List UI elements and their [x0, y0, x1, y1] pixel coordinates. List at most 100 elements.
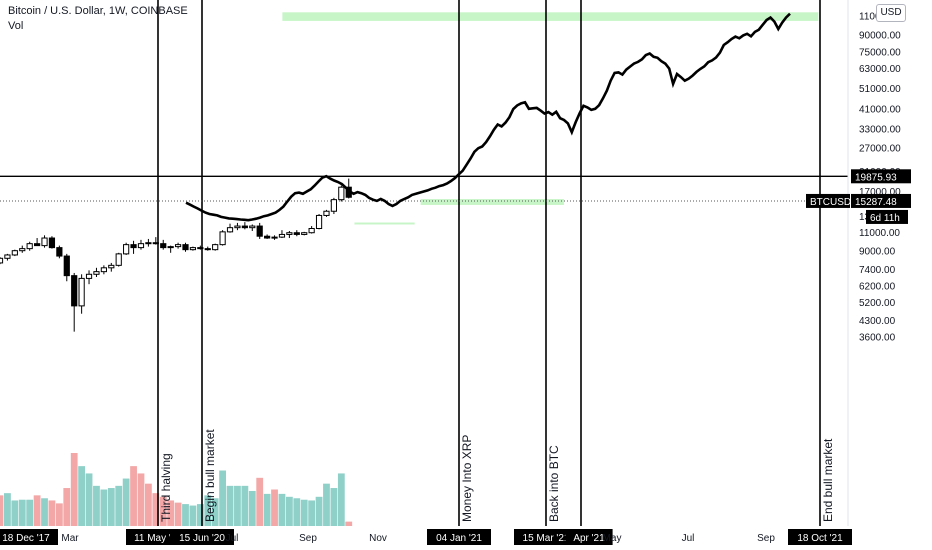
y-tick-label: 75000.00: [859, 48, 901, 59]
volume-bar: [78, 466, 86, 526]
volume-bar: [174, 502, 182, 526]
volume-bar: [63, 488, 71, 526]
volume-bar: [152, 493, 160, 526]
x-tick-label: Sep: [757, 533, 775, 544]
volume-bar: [241, 485, 249, 526]
volume-bar: [107, 488, 115, 526]
x-tick-label: 18 Dec '17: [2, 533, 50, 544]
candle-body: [241, 225, 248, 229]
chart-header: Bitcoin / U.S. Dollar, 1W, COINBASE Vol: [8, 4, 188, 34]
y-tick-label: 41000.00: [859, 104, 901, 115]
price-label-box: [851, 193, 911, 208]
x-tick-box: [788, 529, 852, 545]
y-tick-label: 6200.00: [859, 282, 896, 293]
price-label: BTCUSD: [810, 197, 851, 208]
volume-bar: [0, 495, 4, 526]
candle-body: [174, 244, 182, 248]
y-tick-label: 90000.00: [859, 30, 901, 41]
chart-title: Bitcoin / U.S. Dollar, 1W, COINBASE: [8, 5, 188, 17]
candle-body: [278, 233, 286, 238]
x-tick-box: [565, 529, 613, 545]
volume-bar: [70, 453, 78, 526]
candle-body: [330, 199, 337, 212]
volume-bar: [204, 495, 212, 526]
price-label-box: [866, 209, 908, 224]
volume-bar: [100, 489, 108, 526]
volume-bar: [330, 488, 338, 526]
candle-body: [108, 264, 115, 269]
candle-body: [249, 225, 256, 229]
x-tick-box: [170, 529, 234, 545]
candle-body: [41, 237, 48, 247]
candle-body: [115, 253, 122, 266]
volume-layer: [0, 453, 353, 526]
volume-bar: [85, 473, 93, 526]
x-tick-label: 15 Mar '21: [523, 533, 570, 544]
x-tick-box: [0, 529, 58, 545]
y-axis: 3600.00 4300.00 5200.00 6200.00 7400.00 9000.…: [806, 0, 911, 526]
candle-body: [204, 248, 211, 251]
volume-bar: [48, 500, 56, 526]
volume-bar: [159, 496, 167, 526]
y-tick-label: 4300.00: [859, 316, 896, 327]
y-tick-label: 3600.00: [859, 333, 896, 344]
candle-body: [226, 227, 234, 233]
volume-bar: [293, 498, 301, 526]
volume-label: Vol: [8, 20, 24, 32]
x-tick-label: 18 Oct '21: [797, 533, 843, 544]
volume-bar: [323, 483, 330, 526]
volume-bar: [167, 500, 175, 526]
y-tick-label: 9000.00: [859, 247, 896, 258]
support-zone: [420, 199, 564, 205]
y-tick-label: 51000.00: [859, 84, 901, 95]
price-label: 6d 11h: [870, 213, 900, 224]
candle-body: [78, 277, 85, 307]
candle-body: [85, 273, 93, 279]
volume-bar: [345, 521, 353, 526]
volume-bar: [226, 485, 234, 526]
candle-body: [56, 247, 63, 257]
event-label: End bull market: [821, 438, 835, 522]
candle-body: [19, 248, 26, 252]
volume-bar: [4, 493, 11, 526]
volume-bar: [18, 499, 26, 526]
candle-body: [152, 242, 159, 245]
candle-body: [182, 244, 189, 251]
x-tick-box: [427, 529, 491, 545]
volume-bar: [137, 473, 145, 526]
price-label: 19875.93: [855, 172, 897, 183]
candle-body: [338, 186, 345, 201]
candle-body: [167, 246, 174, 249]
volume-bar: [300, 499, 308, 526]
candle-body: [4, 254, 11, 259]
candle-body: [137, 243, 145, 249]
candle-body: [308, 227, 315, 234]
candle-body: [256, 225, 263, 237]
volume-bar: [315, 496, 323, 526]
zones-layer: [282, 12, 819, 225]
support-zone: [282, 12, 819, 21]
event-lines-layer: Third halving Begin bull market Money Into…: [157, 0, 835, 526]
y-tick-label: 5200.00: [859, 298, 896, 309]
x-tick-label: Nov: [369, 533, 387, 544]
volume-bar: [278, 493, 286, 526]
candle-body: [212, 244, 219, 251]
event-label: Back into BTC: [547, 445, 561, 522]
candle-body: [123, 244, 130, 255]
x-tick-box: [514, 529, 578, 545]
candle-body: [130, 244, 137, 249]
x-tick-label: Sep: [299, 533, 317, 544]
y-tick-label: 11000.00: [859, 228, 900, 239]
y-tick-label: 33000.00: [859, 125, 901, 136]
currency-button[interactable]: USD: [876, 4, 906, 22]
candle-body: [160, 243, 167, 249]
candle-body: [293, 232, 300, 235]
candle-body: [0, 257, 4, 264]
candle-body: [264, 235, 271, 239]
volume-bar: [115, 485, 123, 526]
candle-body: [234, 225, 241, 229]
candle-body: [26, 243, 33, 250]
volume-bar: [41, 498, 48, 526]
